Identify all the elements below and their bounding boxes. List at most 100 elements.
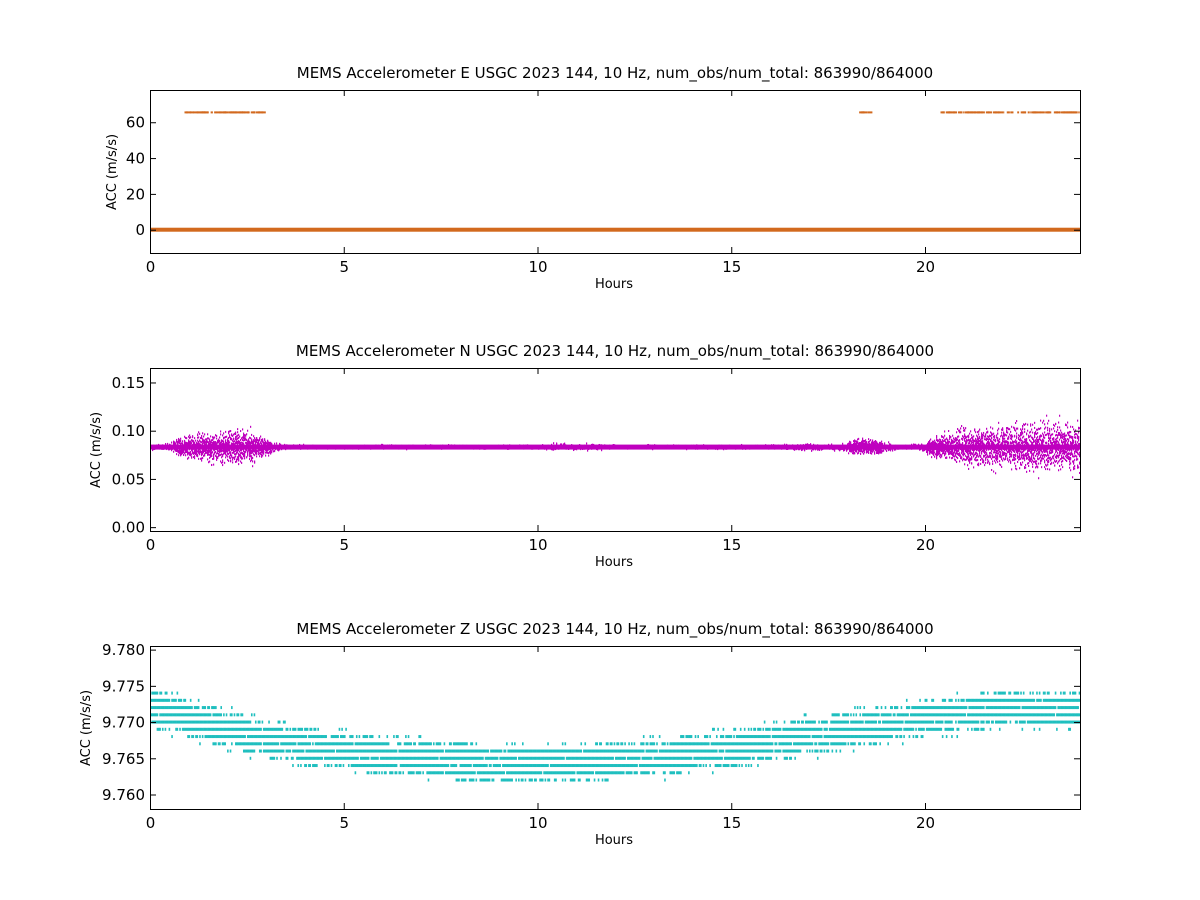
data-point bbox=[991, 443, 993, 446]
data-point bbox=[973, 435, 975, 438]
data-point bbox=[653, 445, 655, 448]
data-point bbox=[292, 447, 294, 450]
data-point bbox=[623, 446, 625, 449]
data-point bbox=[855, 448, 857, 451]
data-point bbox=[954, 438, 956, 441]
data-point bbox=[995, 457, 997, 460]
data-point bbox=[598, 444, 600, 447]
data-point bbox=[721, 446, 723, 449]
data-point bbox=[622, 445, 624, 448]
data-point bbox=[776, 446, 778, 449]
data-point bbox=[192, 440, 194, 443]
data-point bbox=[446, 446, 448, 449]
data-point bbox=[450, 444, 452, 447]
data-point bbox=[421, 446, 423, 449]
data-point bbox=[222, 459, 224, 462]
data-point bbox=[191, 448, 193, 451]
data-point bbox=[808, 446, 810, 449]
data-point bbox=[913, 445, 915, 448]
data-point bbox=[204, 439, 206, 442]
data-point bbox=[619, 445, 621, 448]
data-point bbox=[263, 448, 265, 451]
data-point bbox=[795, 447, 797, 450]
data-point bbox=[651, 444, 653, 447]
data-point bbox=[222, 439, 224, 442]
data-point bbox=[210, 444, 212, 447]
data-point bbox=[279, 442, 281, 445]
data-point bbox=[218, 450, 220, 453]
data-point bbox=[692, 445, 694, 448]
data-point bbox=[945, 450, 947, 453]
data-point bbox=[262, 445, 264, 448]
data-point bbox=[944, 430, 946, 433]
data-point bbox=[249, 453, 251, 456]
data-point bbox=[948, 446, 950, 449]
data-point bbox=[176, 448, 178, 451]
data-point bbox=[212, 447, 214, 450]
data-point bbox=[786, 443, 788, 446]
data-point bbox=[948, 449, 950, 452]
data-point bbox=[947, 448, 949, 451]
data-point bbox=[415, 446, 417, 449]
data-point bbox=[825, 445, 827, 448]
data-point bbox=[235, 431, 237, 434]
data-point bbox=[711, 445, 713, 448]
data-point bbox=[342, 447, 344, 450]
data-point bbox=[533, 445, 535, 448]
data-point bbox=[865, 441, 867, 444]
data-point bbox=[226, 443, 228, 446]
data-point bbox=[963, 429, 965, 432]
data-point bbox=[954, 458, 956, 461]
data-point bbox=[508, 447, 510, 450]
data-point bbox=[179, 442, 181, 445]
x-tick-label: 15 bbox=[722, 258, 741, 276]
data-point bbox=[909, 446, 911, 449]
data-point bbox=[944, 449, 946, 452]
data-point bbox=[949, 434, 951, 437]
data-point bbox=[1001, 428, 1003, 431]
data-point bbox=[951, 450, 953, 453]
data-point bbox=[232, 451, 234, 454]
data-point bbox=[978, 433, 980, 436]
data-point bbox=[976, 434, 978, 437]
data-point bbox=[959, 439, 961, 442]
data-point bbox=[239, 444, 241, 447]
data-point bbox=[226, 448, 228, 451]
data-point bbox=[350, 445, 352, 448]
data-point bbox=[243, 439, 245, 442]
data-point bbox=[587, 449, 589, 452]
data-point bbox=[282, 445, 284, 448]
data-point bbox=[364, 445, 366, 448]
data-point bbox=[977, 435, 979, 438]
data-point bbox=[216, 442, 218, 445]
data-point bbox=[957, 441, 959, 444]
data-point bbox=[435, 445, 437, 448]
data-point bbox=[888, 449, 890, 452]
data-point bbox=[236, 440, 238, 443]
data-point bbox=[933, 447, 935, 450]
data-point bbox=[909, 444, 911, 447]
data-point bbox=[186, 111, 188, 114]
data-point bbox=[983, 450, 985, 453]
data-point bbox=[609, 447, 611, 450]
data-point bbox=[247, 452, 249, 455]
data-point bbox=[198, 443, 200, 446]
data-point bbox=[862, 437, 864, 440]
data-point bbox=[948, 430, 950, 433]
data-point bbox=[975, 453, 977, 456]
data-point bbox=[859, 447, 861, 450]
data-point bbox=[979, 442, 981, 445]
data-point bbox=[231, 446, 233, 449]
data-point bbox=[259, 443, 261, 446]
data-point bbox=[227, 448, 229, 451]
data-point bbox=[256, 437, 258, 440]
data-point bbox=[853, 440, 855, 443]
data-point bbox=[315, 445, 317, 448]
data-point bbox=[964, 446, 966, 449]
data-point bbox=[212, 457, 214, 460]
data-point bbox=[972, 436, 974, 439]
data-point bbox=[252, 111, 256, 114]
data-point bbox=[236, 452, 238, 455]
data-point bbox=[473, 445, 475, 448]
data-point bbox=[802, 448, 804, 451]
